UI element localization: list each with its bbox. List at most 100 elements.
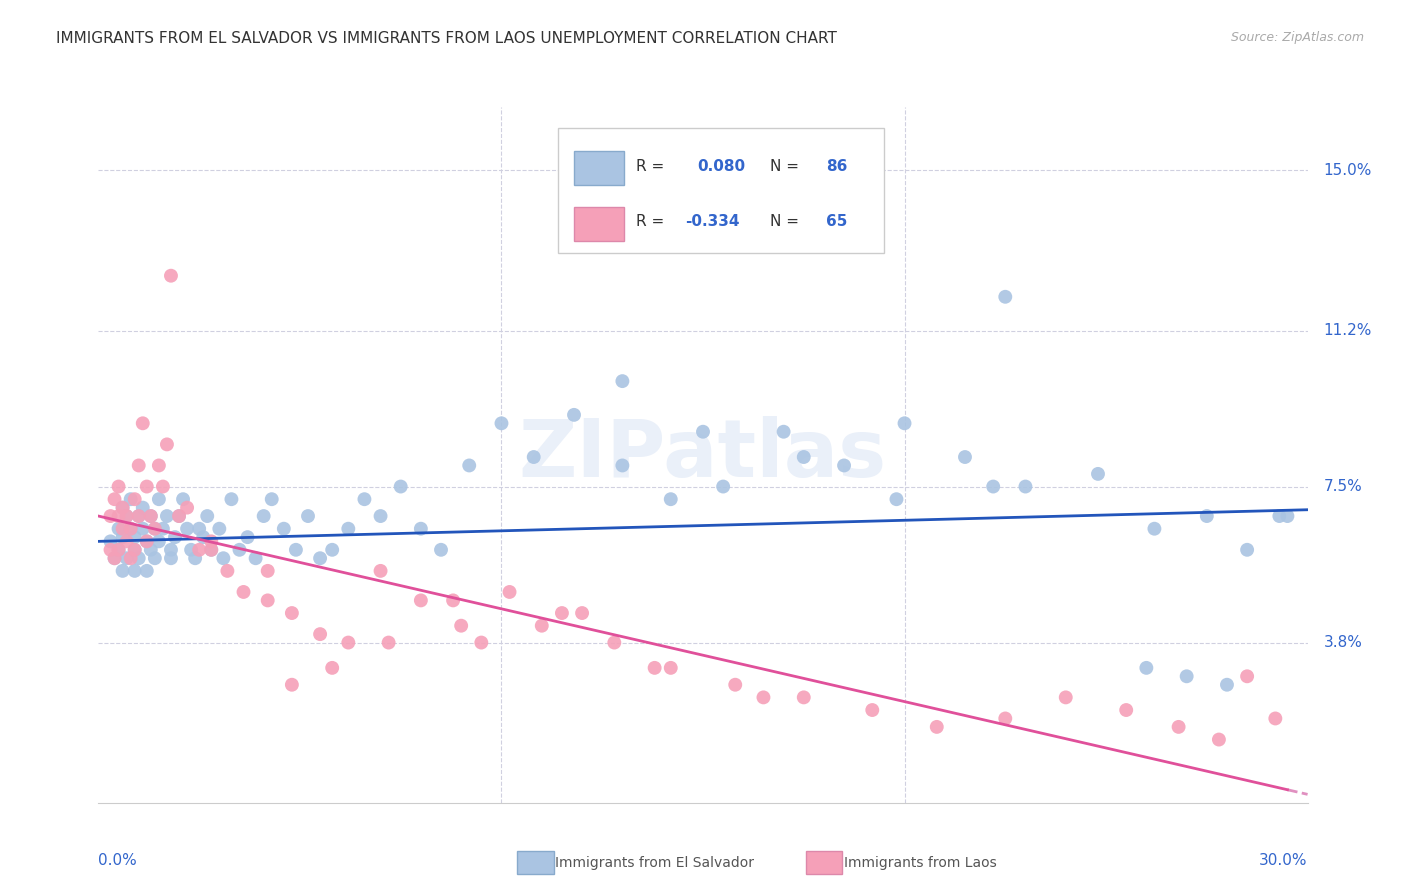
Point	[321, 542, 343, 557]
Point	[994, 290, 1017, 304]
Point	[297, 509, 319, 524]
Point	[724, 678, 747, 692]
Text: IMMIGRANTS FROM EL SALVADOR VS IMMIGRANTS FROM LAOS UNEMPLOYMENT CORRELATION CHA: IMMIGRANTS FROM EL SALVADOR VS IMMIGRANT…	[56, 31, 837, 46]
Point	[120, 551, 142, 566]
Point	[1208, 732, 1230, 747]
Point	[612, 458, 634, 473]
Point	[232, 585, 254, 599]
Point	[309, 551, 332, 566]
Point	[167, 509, 190, 524]
Point	[256, 593, 278, 607]
Point	[1268, 509, 1291, 524]
Point	[152, 522, 174, 536]
Point	[1087, 467, 1109, 481]
Point	[107, 522, 129, 536]
Point	[128, 458, 150, 473]
Point	[1216, 678, 1239, 692]
Point	[498, 585, 520, 599]
Point	[103, 551, 125, 566]
Point	[256, 564, 278, 578]
Text: 65: 65	[827, 214, 848, 229]
Point	[143, 522, 166, 536]
Point	[132, 500, 155, 515]
Point	[152, 479, 174, 493]
Point	[124, 564, 146, 578]
Point	[1115, 703, 1137, 717]
Point	[441, 593, 464, 607]
Point	[370, 564, 392, 578]
Text: N =: N =	[769, 214, 803, 229]
Point	[377, 635, 399, 649]
Point	[217, 564, 239, 578]
Point	[107, 479, 129, 493]
Point	[111, 522, 134, 536]
Point	[925, 720, 948, 734]
Point	[284, 542, 307, 557]
Point	[832, 458, 855, 473]
Point	[603, 635, 626, 649]
Text: 86: 86	[827, 159, 848, 174]
Point	[389, 479, 412, 493]
Point	[188, 542, 211, 557]
Point	[1135, 661, 1157, 675]
Text: 15.0%: 15.0%	[1323, 163, 1372, 178]
Point	[1195, 509, 1218, 524]
Point	[337, 635, 360, 649]
Point	[124, 542, 146, 557]
Point	[571, 606, 593, 620]
Point	[253, 509, 276, 524]
Point	[111, 500, 134, 515]
FancyBboxPatch shape	[558, 128, 884, 253]
Point	[1175, 669, 1198, 683]
Point	[659, 492, 682, 507]
Text: Immigrants from Laos: Immigrants from Laos	[844, 856, 997, 871]
Text: N =: N =	[769, 159, 803, 174]
Point	[752, 690, 775, 705]
Point	[128, 509, 150, 524]
Point	[281, 678, 304, 692]
Point	[135, 534, 157, 549]
Point	[100, 509, 122, 524]
Point	[132, 522, 155, 536]
Point	[193, 530, 215, 544]
Point	[111, 500, 134, 515]
Point	[994, 711, 1017, 725]
Point	[163, 530, 186, 544]
Point	[1054, 690, 1077, 705]
Point	[195, 509, 218, 524]
Point	[470, 635, 492, 649]
Point	[491, 417, 513, 431]
Point	[139, 509, 162, 524]
Point	[860, 703, 883, 717]
Point	[176, 522, 198, 536]
Point	[1236, 542, 1258, 557]
Point	[103, 551, 125, 566]
Point	[148, 492, 170, 507]
Text: 11.2%: 11.2%	[1323, 323, 1372, 338]
Point	[458, 458, 481, 473]
Point	[128, 551, 150, 566]
Point	[1143, 522, 1166, 536]
Point	[143, 551, 166, 566]
Point	[236, 530, 259, 544]
Point	[208, 522, 231, 536]
Point	[200, 542, 222, 557]
FancyBboxPatch shape	[574, 151, 624, 185]
Point	[124, 542, 146, 557]
Point	[337, 522, 360, 536]
Text: R =: R =	[637, 159, 669, 174]
Point	[409, 593, 432, 607]
Text: 7.5%: 7.5%	[1323, 479, 1362, 494]
Point	[135, 534, 157, 549]
Point	[430, 542, 453, 557]
Point	[953, 450, 976, 464]
Point	[523, 450, 546, 464]
Text: Source: ZipAtlas.com: Source: ZipAtlas.com	[1230, 31, 1364, 45]
Point	[886, 492, 908, 507]
Point	[228, 542, 250, 557]
Point	[132, 417, 155, 431]
Point	[260, 492, 283, 507]
Point	[139, 509, 162, 524]
Point	[103, 492, 125, 507]
Point	[281, 606, 304, 620]
